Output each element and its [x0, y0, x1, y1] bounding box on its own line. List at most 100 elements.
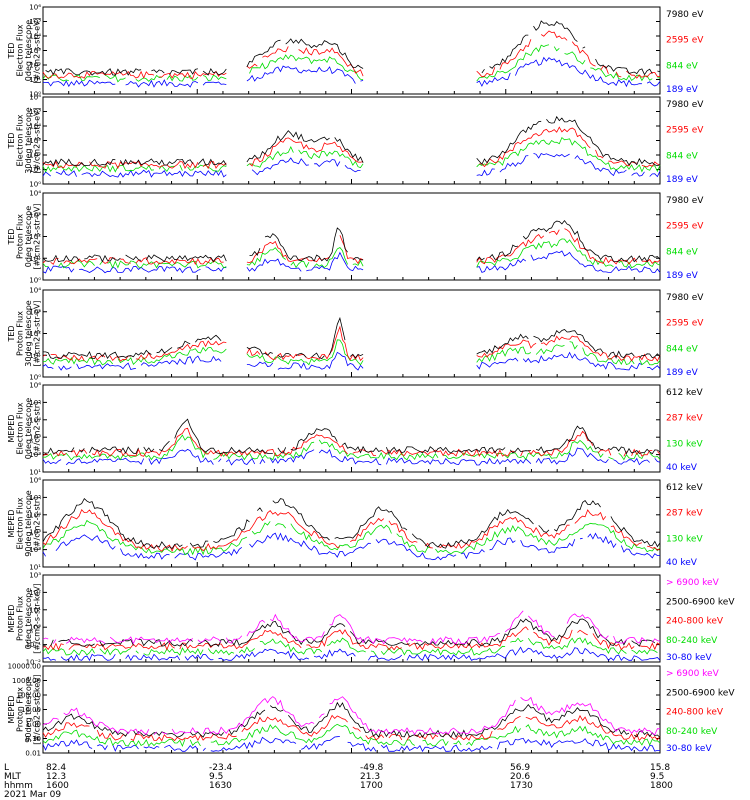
legend-entry: 189 eV: [666, 368, 699, 378]
series-line: [43, 316, 661, 360]
y-tick-label: 0.10: [25, 735, 41, 743]
y-axis-label-line: MEPED: [7, 696, 16, 724]
legend-entry: 844 eV: [666, 344, 699, 354]
series-line: [42, 723, 661, 748]
legend-entry: 240-800 keV: [666, 617, 724, 627]
panel-frame: [42, 574, 661, 663]
series-line: [42, 325, 661, 362]
series-line: [42, 56, 661, 88]
y-tick-label: 10⁴: [29, 123, 41, 131]
series-line: [42, 646, 661, 662]
series-line: [42, 736, 660, 753]
y-axis-label: MEPEDElectron Flux90deg telescope[#/cm2-…: [7, 490, 42, 557]
y-tick-label: 1.00: [25, 721, 41, 729]
y-tick-label: 10⁰: [29, 181, 41, 189]
y-tick-label: 10²: [29, 233, 41, 241]
y-axis-label-line: Proton Flux: [16, 311, 25, 356]
legend-entry: > 6900 keV: [666, 578, 720, 588]
y-axis-label-line: TED: [7, 228, 16, 245]
footer-value-l: 15.8: [650, 763, 670, 773]
footer-value-mlt: 9.5: [209, 772, 223, 782]
series-line: [42, 418, 661, 455]
legend-entry: 844 eV: [666, 247, 699, 257]
footer-value-mlt: 20.6: [510, 772, 530, 782]
series-line: [42, 447, 661, 466]
legend-entry: 612 keV: [666, 483, 703, 493]
y-axis-label-line: Electron Flux: [16, 114, 25, 166]
y-tick-label: 10¹: [29, 606, 41, 614]
footer-value-hhmm: 1600: [46, 781, 69, 791]
footer-value-l: -49.8: [360, 763, 384, 773]
y-tick-label: 10⁰: [29, 624, 41, 632]
y-axis-label-line: 90deg telescope: [24, 676, 33, 743]
legend-entry: 189 eV: [666, 85, 699, 95]
footer-value-l: 82.4: [46, 763, 66, 773]
y-tick-label: 10⁶: [29, 94, 41, 102]
footer-value-l: 56.9: [510, 763, 530, 773]
y-tick-label: 10⁵: [29, 108, 41, 116]
y-tick-label: 10⁰: [29, 277, 41, 285]
footer-value-mlt: 9.5: [650, 772, 664, 782]
y-axis-label-line: Proton Flux: [16, 596, 25, 641]
series-line: [42, 626, 661, 651]
y-tick-label: 10⁴: [29, 511, 41, 519]
y-axis-label-line: Electron Flux: [16, 402, 25, 454]
y-tick-label: 10²: [29, 451, 41, 459]
y-tick-label: 10²: [29, 62, 41, 70]
y-tick-label: 10²: [29, 589, 41, 597]
legend-entry: 612 keV: [666, 388, 703, 398]
panel-5: 10¹ 10² 10³ 10⁴ 10⁵ 10⁶ MEPEDElectron Flux0deg…: [7, 382, 703, 477]
y-axis-label: TEDElectron Flux30deg telescope[#/cm2-s-…: [7, 107, 42, 174]
y-tick-label: 0.01: [25, 750, 41, 758]
series-line: [42, 152, 661, 178]
y-axis-label-line: [#/cm2-s-str-eV]: [33, 17, 42, 83]
series-line: [42, 250, 661, 274]
y-tick-label: 10.00: [21, 706, 41, 714]
footer-value-hhmm: 1700: [360, 781, 383, 791]
y-tick-label: 10²: [29, 546, 41, 554]
panel-2: 10⁰ 10¹ 10² 10³ 10⁴ 10⁵ 10⁶ TEDElectron Flux30d…: [7, 94, 704, 189]
legend-entry: 7980 eV: [666, 196, 704, 206]
panel-frame: [42, 96, 661, 185]
legend-entry: 7980 eV: [666, 100, 704, 110]
y-axis-label-line: [#/cm2-s-str-eV]: [33, 203, 42, 269]
legend-entry: 2595 eV: [666, 319, 704, 329]
y-tick-label: 10³: [29, 572, 41, 580]
y-axis-label-line: MEPED: [7, 415, 16, 443]
y-tick-label: 10¹: [29, 166, 41, 174]
series-line: [42, 519, 661, 556]
legend-entry: 30-80 keV: [666, 653, 712, 663]
y-tick-label: 10⁰: [29, 91, 41, 99]
y-tick-label: 10³: [29, 529, 41, 537]
series-line: [42, 532, 661, 561]
y-axis-label-line: MEPED: [7, 605, 16, 633]
series-line: [42, 701, 661, 738]
y-tick-label: 10³: [29, 211, 41, 219]
y-tick-label: 10000.00: [8, 663, 41, 671]
legend-entry: 130 keV: [666, 534, 703, 544]
footer-value-l: -23.4: [209, 763, 233, 773]
series-line: [42, 427, 661, 458]
series-line: [45, 20, 661, 76]
series-line: [42, 238, 661, 269]
y-tick-label: 10⁻¹: [26, 641, 42, 649]
series-line: [42, 351, 661, 371]
y-tick-label: 10⁻²: [26, 659, 42, 667]
footer-value-mlt: 21.3: [360, 772, 380, 782]
legend-entry: 844 eV: [666, 151, 699, 161]
y-axis-label: MEPEDProton Flux90deg telescope[#/cm2-s-…: [7, 674, 42, 745]
y-tick-label: 100.00: [17, 692, 42, 700]
panel-frame: [42, 192, 661, 281]
legend-entry: 189 eV: [666, 271, 699, 281]
series-line: [42, 637, 658, 656]
y-tick-label: 10⁶: [29, 382, 41, 390]
y-tick-label: 10¹: [29, 564, 41, 572]
series-line: [42, 696, 661, 736]
series-line: [42, 339, 661, 366]
series-line: [42, 30, 661, 79]
y-axis-label: TEDProton Flux0deg telescope[#/cm2-s-str…: [7, 203, 42, 269]
y-axis-label-line: [#/cm2-s-str]: [33, 497, 42, 550]
y-axis-label-line: [#/cm2-s-str-keV]: [33, 583, 42, 654]
